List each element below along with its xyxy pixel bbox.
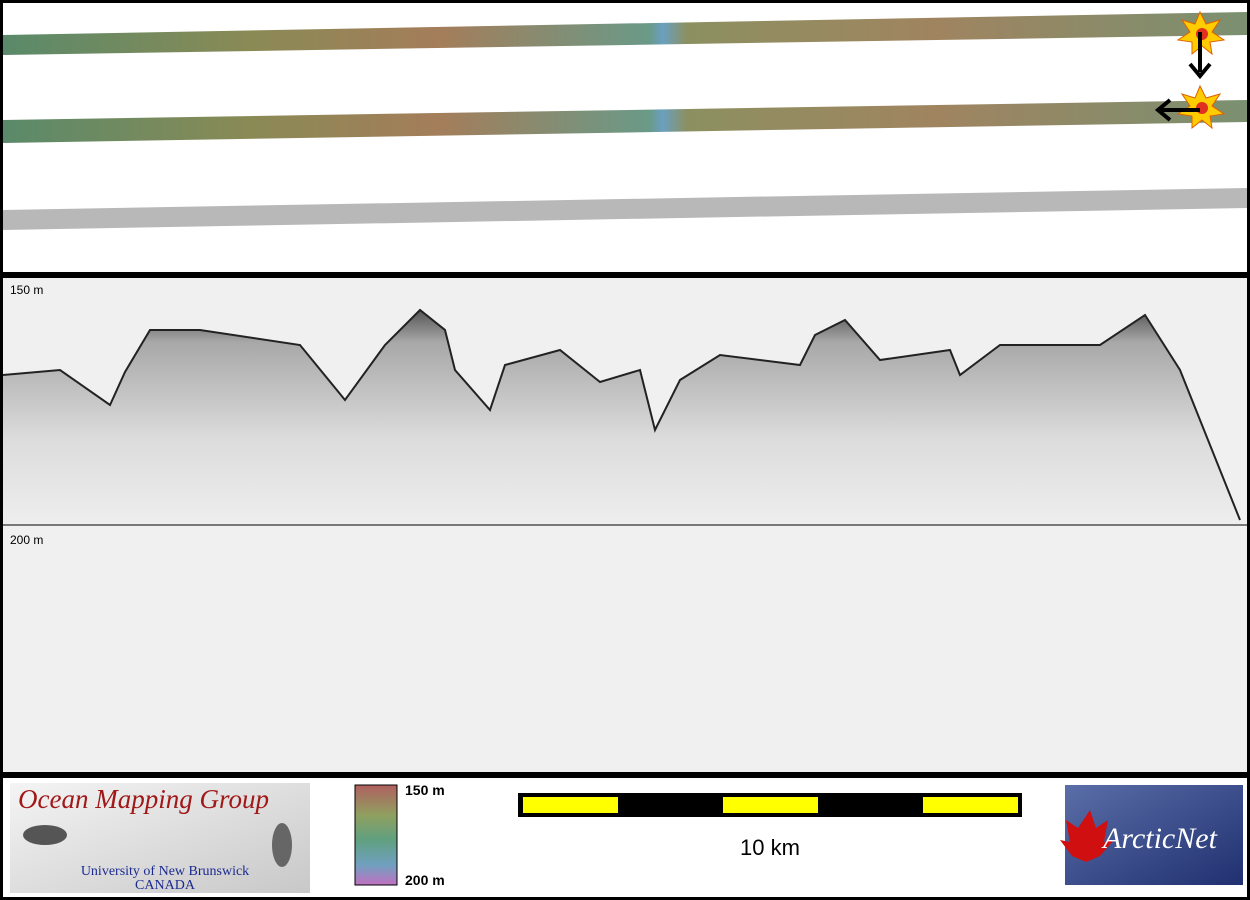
scale-label: 10 km (740, 835, 800, 860)
ramp-label: 150 m (405, 782, 445, 798)
backscatter-strip (3, 188, 1247, 230)
seabed-line (2, 308, 1241, 521)
arcticnet-logo: ArcticNet (1060, 785, 1243, 885)
swath-strip (3, 12, 1247, 55)
logo-country: CANADA (135, 878, 196, 893)
omg-logo: Ocean Mapping Group University of New Br… (10, 783, 310, 893)
color-ramp (354, 784, 398, 886)
depth-label: 150 m (10, 283, 43, 297)
logo-title: Ocean Mapping Group (18, 784, 269, 814)
swath-strip (3, 100, 1247, 143)
depth-label: 200 m (10, 533, 43, 547)
position-marker (1154, 84, 1226, 130)
seabed-echo (3, 310, 1247, 525)
logo-subtitle: University of New Brunswick (81, 864, 249, 879)
logo-name: ArcticNet (1101, 822, 1218, 855)
ramp-label: 200 m (405, 872, 445, 888)
scale-bar (518, 793, 1022, 817)
position-marker (1176, 10, 1226, 80)
